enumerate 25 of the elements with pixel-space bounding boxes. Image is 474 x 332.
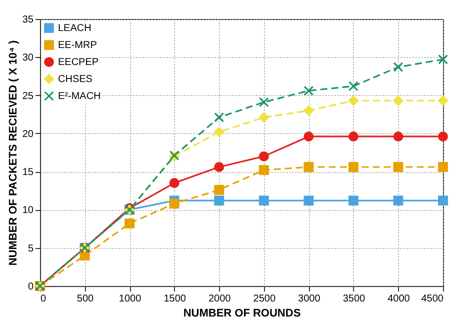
x-tick-label: 500: [76, 294, 94, 304]
legend-label: CHSES: [58, 74, 93, 85]
y-tick-label: 10: [22, 205, 34, 216]
x-tick-label: 2000: [208, 294, 232, 304]
x-tick-label: 0: [40, 294, 46, 304]
x-tick-label: 4000: [388, 294, 410, 304]
y-tick-label: 0: [28, 282, 34, 292]
x-tick-label: 1500: [164, 294, 186, 304]
y-tick-label: 5: [28, 243, 34, 254]
x-tick-label: 1000: [118, 294, 142, 304]
y-tick-label: 30: [22, 52, 34, 64]
y-axis-title: NUMBER OF PACKETS RECIEVED ( X 10⁴ ): [7, 40, 20, 266]
y-tick-label: 25: [22, 90, 34, 102]
legend-label: EECPEP: [58, 57, 99, 68]
y-tick-label: 35: [22, 14, 34, 26]
x-tick-label: 3000: [298, 294, 321, 304]
legend-label: E²-MACH: [58, 91, 101, 102]
y-tick-label: 20: [22, 128, 34, 140]
legend-label: LEACH: [58, 23, 92, 34]
legend-label: EE-MRP: [58, 40, 98, 51]
x-tick-label: 3500: [342, 294, 366, 304]
x-tick-label: 2500: [253, 294, 276, 304]
x-axis-title: NUMBER OF ROUNDS: [183, 308, 301, 320]
x-tick-label: 4500: [421, 294, 444, 304]
y-tick-label: 15: [22, 167, 34, 178]
